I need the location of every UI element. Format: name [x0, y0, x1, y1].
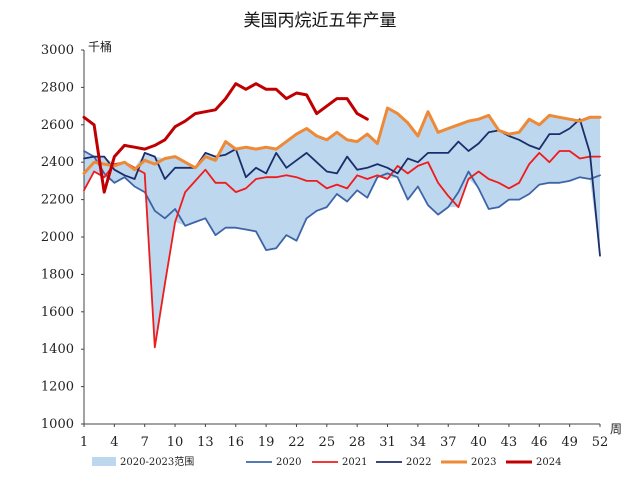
y-tick-label: 1600: [41, 305, 74, 320]
x-tick-label: 34: [410, 435, 427, 450]
y-tick-label: 3000: [41, 43, 74, 58]
x-tick-label: 19: [258, 435, 275, 450]
x-tick-label: 28: [349, 435, 366, 450]
range-band-layer: [84, 108, 600, 348]
x-tick-label: 25: [319, 435, 336, 450]
x-tick-label: 16: [227, 435, 244, 450]
legend-label-2022: 2022: [406, 457, 431, 468]
series-line-2024: [82, 82, 369, 194]
y-tick-label: 1000: [41, 417, 74, 432]
x-tick-label: 43: [501, 435, 518, 450]
x-axis-unit-label: 周: [610, 422, 622, 436]
x-tick-label: 40: [470, 435, 487, 450]
series-line-2022: [83, 118, 601, 257]
legend-label-2021: 2021: [342, 457, 367, 468]
y-tick-label: 2800: [41, 80, 74, 95]
x-tick-label: 10: [167, 435, 184, 450]
y-tick-label: 1200: [41, 380, 74, 395]
y-tick-label: 1400: [41, 342, 74, 357]
legend-label-range-band: 2020-2023范围: [120, 455, 194, 468]
legend-label-2024: 2024: [536, 457, 561, 468]
series-line-2023: [82, 106, 602, 175]
range-band-area: [84, 108, 600, 348]
y-tick-label: 2200: [41, 193, 74, 208]
tick-labels: 1000 1200 1400 1600 1800 2000 2200 2400 2600 2800…: [41, 43, 608, 450]
legend: 2020-2023范围 2020 2021 2022 2023 2024: [92, 455, 561, 468]
x-tick-label: 52: [592, 435, 609, 450]
x-tick-label: 13: [197, 435, 214, 450]
chart-title: 美国丙烷近五年产量: [244, 11, 397, 31]
x-tick-label: 49: [561, 435, 578, 450]
x-tick-label: 46: [531, 435, 548, 450]
legend-label-2020: 2020: [276, 457, 301, 468]
x-tick-label: 31: [379, 435, 396, 450]
series-line-2021: [83, 150, 601, 349]
legend-swatch-range-band: [92, 457, 116, 466]
y-tick-label: 2400: [41, 155, 74, 170]
x-tick-label: 7: [141, 435, 149, 450]
legend-label-2023: 2023: [471, 457, 496, 468]
x-tick-label: 4: [110, 435, 118, 450]
series-line-2020: [83, 150, 601, 252]
y-tick-label: 1800: [41, 267, 74, 282]
x-tick-label: 22: [288, 435, 305, 450]
x-tick-label: 37: [440, 435, 457, 450]
y-tick-label: 2600: [41, 118, 74, 133]
x-tick-label: 1: [80, 435, 88, 450]
y-tick-label: 2000: [41, 230, 74, 245]
y-axis-unit-label: 千桶: [88, 39, 112, 54]
series-layer: [82, 82, 602, 349]
